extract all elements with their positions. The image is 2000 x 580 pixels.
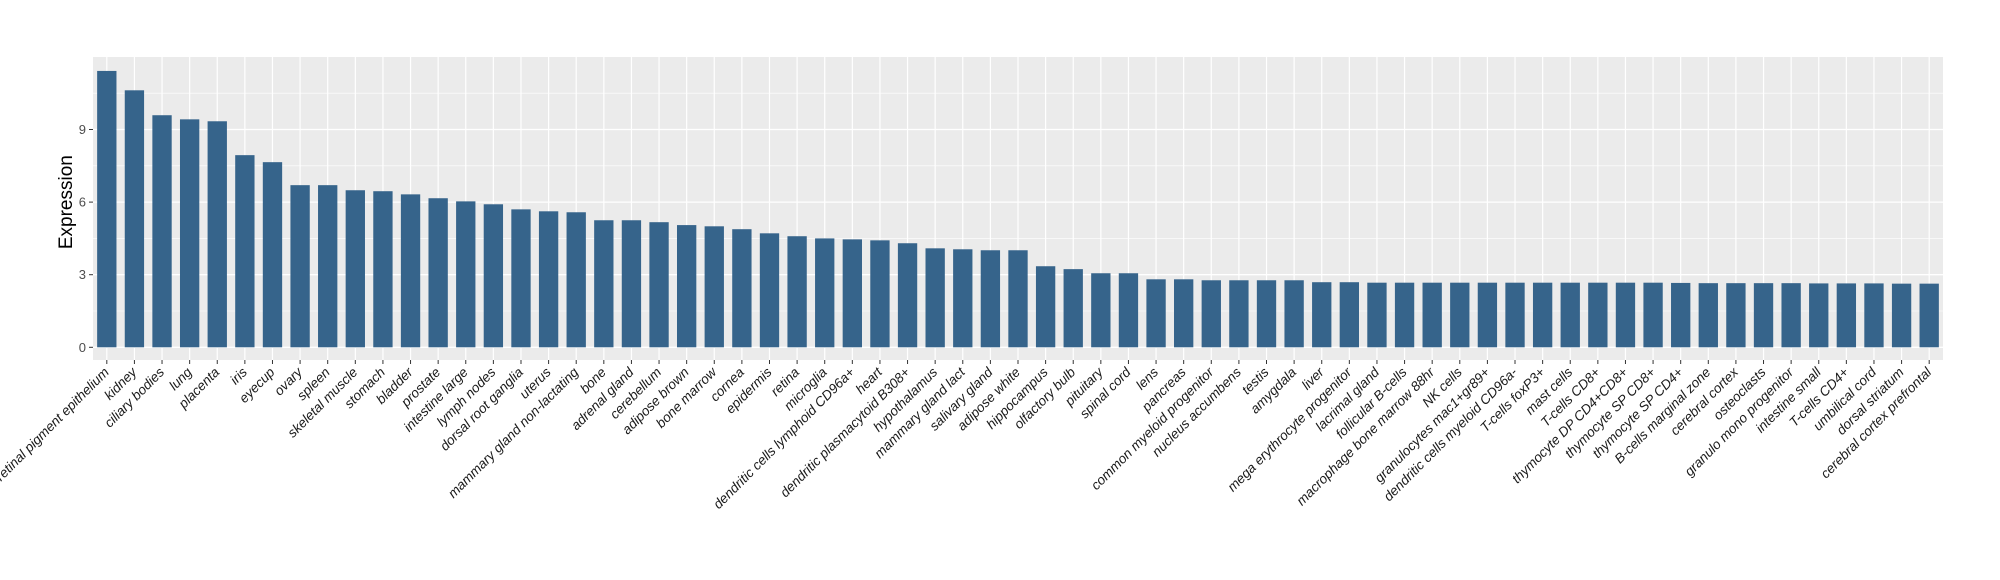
bar	[1477, 282, 1498, 348]
bar	[1201, 280, 1221, 348]
bar	[483, 204, 504, 348]
bar	[621, 220, 642, 348]
bar	[97, 70, 117, 348]
bar	[1450, 282, 1470, 348]
bar	[787, 236, 807, 348]
bar	[1588, 282, 1608, 348]
bar	[925, 248, 945, 348]
bar	[1146, 279, 1166, 348]
bar	[345, 190, 365, 348]
bar	[1091, 273, 1111, 348]
bar	[318, 185, 338, 348]
bar	[980, 250, 1001, 348]
bar	[1284, 280, 1304, 348]
bar	[456, 201, 476, 348]
bar	[842, 239, 862, 348]
y-axis-label: Expression	[56, 155, 77, 249]
bar	[953, 249, 973, 348]
bar	[1698, 283, 1718, 348]
bar	[428, 198, 448, 348]
bar	[1753, 283, 1774, 348]
bar	[290, 185, 310, 348]
bar	[1781, 283, 1801, 348]
bar	[676, 225, 697, 348]
x-tick-label: retinal pigment epithelium	[0, 365, 112, 484]
bar	[1809, 283, 1829, 348]
bar	[732, 229, 752, 348]
bar	[1422, 282, 1442, 348]
bar	[1560, 282, 1580, 348]
bar	[1615, 282, 1636, 348]
bar	[400, 194, 421, 348]
bar	[594, 220, 614, 348]
bar	[1532, 282, 1553, 348]
bar	[1919, 283, 1939, 348]
bar	[1035, 266, 1056, 348]
bar	[207, 121, 227, 348]
bar	[1118, 273, 1139, 348]
bar	[1643, 282, 1663, 348]
bar	[152, 115, 172, 348]
bar	[1726, 283, 1746, 348]
bar	[373, 191, 393, 348]
bar	[1008, 250, 1028, 348]
bar	[1891, 283, 1912, 348]
bar	[1367, 282, 1387, 348]
y-tick-label: 0	[79, 340, 86, 355]
bar	[1836, 283, 1857, 348]
y-tick-label: 9	[79, 122, 86, 137]
bar	[1505, 282, 1525, 348]
bar	[1063, 269, 1083, 348]
y-tick-label: 6	[79, 195, 86, 210]
bar	[235, 155, 255, 348]
bar	[1229, 280, 1249, 348]
bar	[649, 222, 669, 348]
bar	[124, 90, 145, 348]
bar	[1671, 282, 1691, 348]
bar	[566, 212, 586, 348]
bar	[511, 209, 531, 348]
bar	[1256, 280, 1277, 348]
bar	[1394, 282, 1415, 348]
bar	[759, 233, 780, 348]
bar	[1312, 282, 1332, 348]
bar	[704, 226, 724, 348]
y-tick-label: 3	[79, 267, 86, 282]
bar	[1864, 283, 1884, 348]
bar	[870, 240, 890, 348]
bar	[179, 119, 200, 348]
bar	[262, 162, 283, 348]
bar	[538, 211, 559, 348]
bar	[1339, 282, 1360, 348]
bar	[1174, 279, 1194, 348]
bar	[815, 238, 835, 348]
bar	[897, 243, 918, 348]
